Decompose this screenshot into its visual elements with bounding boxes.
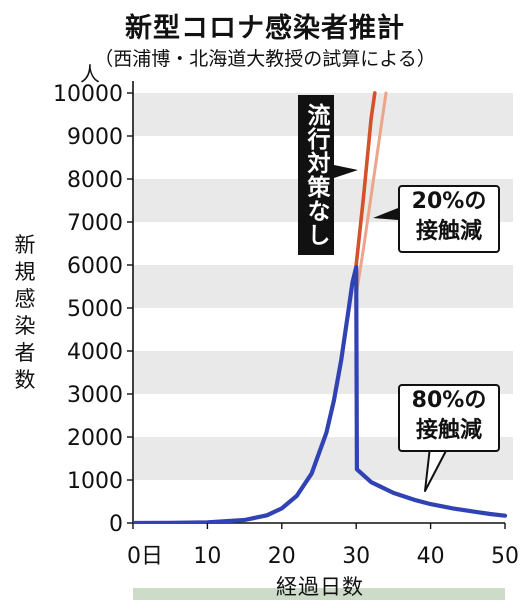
grid-band <box>133 265 513 308</box>
y-tick-label: 1000 <box>67 469 123 494</box>
annotation-20pct-reduction: 20%の 接触減 <box>398 185 500 253</box>
y-tick-label: 2000 <box>67 426 123 451</box>
annotation-80pct-reduction: 80%の 接触減 <box>398 384 500 452</box>
y-axis-unit: 人 <box>80 62 100 86</box>
y-tick-label: 7000 <box>67 211 123 236</box>
x-tick-label: 30 <box>342 544 370 569</box>
annotation-80pct-line2: 接触減 <box>415 418 482 443</box>
x-tick-label: 50 <box>491 544 519 569</box>
y-tick-label: 8000 <box>67 168 123 193</box>
x-tick-label: 20 <box>268 544 296 569</box>
annotation-no-countermeasures: 流行対策なし <box>298 95 334 255</box>
y-tick-label: 3000 <box>67 383 123 408</box>
y-tick-label: 0 <box>109 512 123 537</box>
y-tick-label: 5000 <box>67 297 123 322</box>
y-axis-label: 新規感染者数 <box>14 233 36 392</box>
series-20pct-reduction <box>354 91 388 297</box>
y-tick-label: 10000 <box>53 82 123 107</box>
x-axis-bar <box>133 588 505 600</box>
chart-subtitle: （西浦博・北海道大教授の試算による） <box>94 48 436 70</box>
annotation-20pct-line2: 接触減 <box>415 219 482 244</box>
pointer-20pct <box>373 208 398 220</box>
x-tick-label: 10 <box>193 544 221 569</box>
series-no-countermeasures <box>354 91 377 267</box>
y-tick-label: 9000 <box>67 125 123 150</box>
pointer-no-countermeasures <box>334 165 358 178</box>
x-tick-label: 0日 <box>127 544 163 569</box>
series-80pct-reduction <box>133 265 508 523</box>
y-tick-label: 6000 <box>67 254 123 279</box>
x-axis-label: 経過日数 <box>276 575 364 599</box>
x-tick-label: 40 <box>417 544 445 569</box>
chart-title: 新型コロナ感染者推計 <box>125 13 405 44</box>
y-tick-label: 4000 <box>67 340 123 365</box>
annotation-20pct-line1: 20%の <box>411 189 487 214</box>
annotation-80pct-line1: 80%の <box>411 388 487 413</box>
